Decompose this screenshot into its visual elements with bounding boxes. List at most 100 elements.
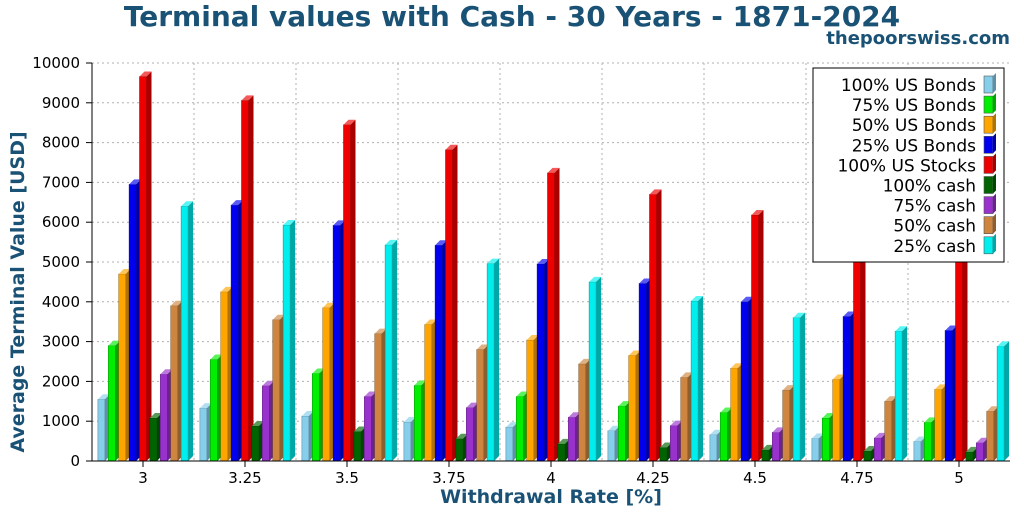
bar-side <box>290 219 296 461</box>
bar-top <box>741 296 754 302</box>
bar-face <box>374 333 382 462</box>
bar-top <box>843 311 856 317</box>
bar-top <box>487 258 500 264</box>
bar-top <box>751 210 764 216</box>
axes-layer: 0 1000 2000 3000 4000 5000 6000 7000 8000 9000 100… <box>32 54 1010 487</box>
bar-face <box>822 417 830 462</box>
bar-top <box>445 144 458 150</box>
bar-face <box>149 417 158 462</box>
bar-top <box>578 358 591 364</box>
bar-face <box>628 355 636 462</box>
bar-face <box>476 349 484 462</box>
bar-face <box>680 377 688 462</box>
bar-face <box>466 407 474 462</box>
y-tick-label: 1000 <box>42 412 80 430</box>
bar-top <box>466 402 479 408</box>
bar <box>690 296 704 462</box>
bar-top <box>986 406 999 412</box>
bar-top <box>863 446 876 452</box>
bar-face <box>934 389 942 462</box>
bar <box>996 341 1010 462</box>
bar-top <box>557 438 570 444</box>
bar-face <box>414 385 422 462</box>
bar <box>282 219 296 462</box>
bar-top <box>149 413 162 419</box>
bar-face <box>180 206 189 462</box>
bar-top <box>639 278 652 284</box>
bar <box>955 245 968 462</box>
bar-top <box>913 436 926 442</box>
bar-top <box>516 391 529 397</box>
bar-face <box>455 438 464 462</box>
bar-top <box>241 95 254 101</box>
legend-label: 100% cash <box>883 177 976 197</box>
legend-swatch-side <box>993 193 996 214</box>
bar-face <box>944 330 953 462</box>
bar <box>139 71 152 462</box>
bar-face <box>832 379 840 462</box>
bar-face <box>486 263 495 462</box>
bar-face <box>996 346 1005 462</box>
bar <box>649 189 662 462</box>
bar-side <box>656 189 662 461</box>
bar-face <box>772 432 780 462</box>
bar-top <box>547 167 560 173</box>
site-url[interactable]: thepoorswiss.com <box>826 28 1010 49</box>
bar-face <box>894 331 903 462</box>
bar-face <box>199 407 208 462</box>
bar-face <box>445 149 453 462</box>
bar-top <box>333 220 346 226</box>
legend-box <box>812 67 1005 263</box>
bar-side <box>494 258 500 461</box>
bar-top <box>811 433 824 439</box>
bar-top <box>343 119 356 125</box>
bar-side <box>350 119 356 461</box>
bar-top <box>537 258 550 264</box>
bar-face <box>312 373 320 462</box>
bar-top <box>374 328 387 334</box>
bar-top <box>720 407 733 413</box>
bar-face <box>262 385 270 462</box>
bar-face <box>251 425 260 462</box>
bar-top <box>160 369 173 375</box>
bar-top <box>945 325 958 331</box>
legend-swatch-side <box>993 233 996 254</box>
bar-top <box>965 446 978 452</box>
y-tick-label: 2000 <box>42 372 80 390</box>
legend-label: 100% US Bonds <box>841 76 976 96</box>
bar-face <box>618 405 626 462</box>
bar-face <box>690 300 699 462</box>
bar-top <box>772 427 785 433</box>
legend-label: 50% US Bonds <box>852 116 976 136</box>
legend-swatch-side <box>993 133 996 154</box>
bar-face <box>547 172 555 462</box>
x-tick-label: 3.25 <box>228 469 261 487</box>
legend-swatch-side <box>993 73 996 93</box>
legend-swatch-side <box>993 113 996 134</box>
bar-top <box>414 380 427 386</box>
x-tick-label: 4.75 <box>840 469 873 487</box>
bar-top <box>680 372 693 378</box>
bar-top <box>312 368 325 374</box>
bar-face <box>649 194 657 462</box>
bar-top <box>832 374 845 380</box>
legend-swatch <box>983 95 994 114</box>
bar-top <box>385 239 398 245</box>
bar-top <box>108 340 121 346</box>
x-tick-label: 3.75 <box>432 469 465 487</box>
bar-face <box>118 273 126 462</box>
bar-top <box>220 286 233 292</box>
legend-swatch-side <box>993 153 996 174</box>
bar-face <box>505 426 514 462</box>
bar-side <box>962 245 968 461</box>
bar-top <box>976 437 989 443</box>
bar-side <box>452 144 458 461</box>
bar-side <box>392 239 398 461</box>
bar-face <box>343 124 351 462</box>
x-tick-label: 3 <box>138 469 148 487</box>
bars-layer <box>97 71 1010 462</box>
bar-top <box>364 391 377 397</box>
bar <box>547 167 560 462</box>
bar-face <box>638 283 647 462</box>
